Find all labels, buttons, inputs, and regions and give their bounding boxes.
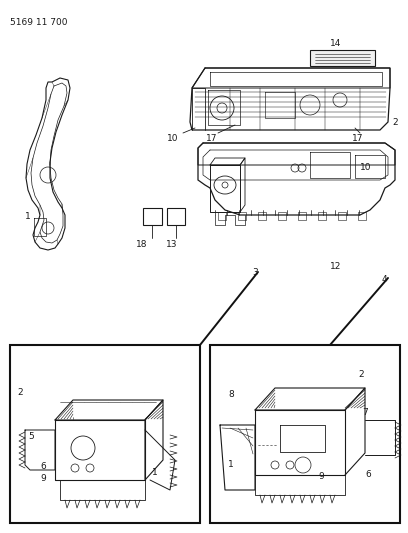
Text: 10: 10	[166, 134, 178, 143]
Text: 13: 13	[166, 240, 177, 249]
Polygon shape	[143, 208, 162, 225]
Text: 12: 12	[330, 262, 341, 271]
Bar	[210, 345, 400, 523]
Text: 9: 9	[40, 474, 46, 483]
Text: 1: 1	[228, 460, 234, 469]
Text: 6: 6	[365, 470, 371, 479]
Text: 3: 3	[252, 268, 258, 277]
Text: 2: 2	[17, 388, 23, 397]
Polygon shape	[310, 50, 375, 66]
Text: 4: 4	[382, 275, 388, 284]
Text: 9: 9	[318, 472, 324, 481]
Text: 17: 17	[206, 134, 217, 143]
Text: 1: 1	[25, 212, 31, 221]
Text: 18: 18	[136, 240, 148, 249]
Text: 8: 8	[228, 390, 234, 399]
Text: 7: 7	[362, 408, 368, 417]
Bar	[10, 345, 200, 523]
Text: 6: 6	[40, 462, 46, 471]
Polygon shape	[167, 208, 185, 225]
Text: 14: 14	[330, 39, 341, 48]
Text: 17: 17	[352, 134, 364, 143]
Text: 5: 5	[28, 432, 34, 441]
Text: 2: 2	[392, 118, 398, 127]
Text: 10: 10	[360, 163, 372, 172]
Text: 2: 2	[358, 370, 364, 379]
Text: 1: 1	[152, 468, 158, 477]
Text: 5169 11 700: 5169 11 700	[10, 18, 67, 27]
